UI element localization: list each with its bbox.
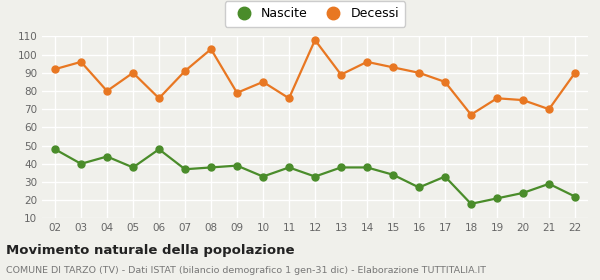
Nascite	[442, 175, 449, 178]
Decessi	[233, 91, 241, 95]
Decessi	[364, 60, 371, 64]
Nascite	[364, 166, 371, 169]
Nascite	[545, 182, 553, 185]
Nascite	[389, 173, 397, 176]
Nascite	[233, 164, 241, 167]
Nascite	[493, 197, 500, 200]
Legend: Nascite, Decessi: Nascite, Decessi	[225, 1, 405, 27]
Nascite	[130, 166, 137, 169]
Decessi	[103, 89, 110, 93]
Decessi	[545, 108, 553, 111]
Decessi	[467, 113, 475, 116]
Decessi	[493, 97, 500, 100]
Decessi	[52, 67, 59, 71]
Nascite	[311, 175, 319, 178]
Decessi	[337, 73, 344, 76]
Line: Nascite: Nascite	[52, 146, 578, 207]
Decessi	[208, 47, 215, 51]
Decessi	[130, 71, 137, 74]
Nascite	[337, 166, 344, 169]
Nascite	[286, 166, 293, 169]
Decessi	[286, 97, 293, 100]
Nascite	[103, 155, 110, 158]
Decessi	[259, 80, 266, 83]
Decessi	[389, 66, 397, 69]
Decessi	[415, 71, 422, 74]
Nascite	[52, 148, 59, 151]
Decessi	[520, 99, 527, 102]
Text: COMUNE DI TARZO (TV) - Dati ISTAT (bilancio demografico 1 gen-31 dic) - Elaboraz: COMUNE DI TARZO (TV) - Dati ISTAT (bilan…	[6, 266, 486, 275]
Decessi	[311, 38, 319, 42]
Nascite	[259, 175, 266, 178]
Text: Movimento naturale della popolazione: Movimento naturale della popolazione	[6, 244, 295, 256]
Decessi	[77, 60, 85, 64]
Nascite	[155, 148, 163, 151]
Nascite	[77, 162, 85, 165]
Line: Decessi: Decessi	[52, 37, 578, 118]
Decessi	[181, 69, 188, 73]
Nascite	[467, 202, 475, 206]
Nascite	[208, 166, 215, 169]
Decessi	[155, 97, 163, 100]
Decessi	[442, 80, 449, 83]
Nascite	[571, 195, 578, 198]
Nascite	[181, 167, 188, 171]
Decessi	[571, 71, 578, 74]
Nascite	[520, 191, 527, 195]
Nascite	[415, 186, 422, 189]
